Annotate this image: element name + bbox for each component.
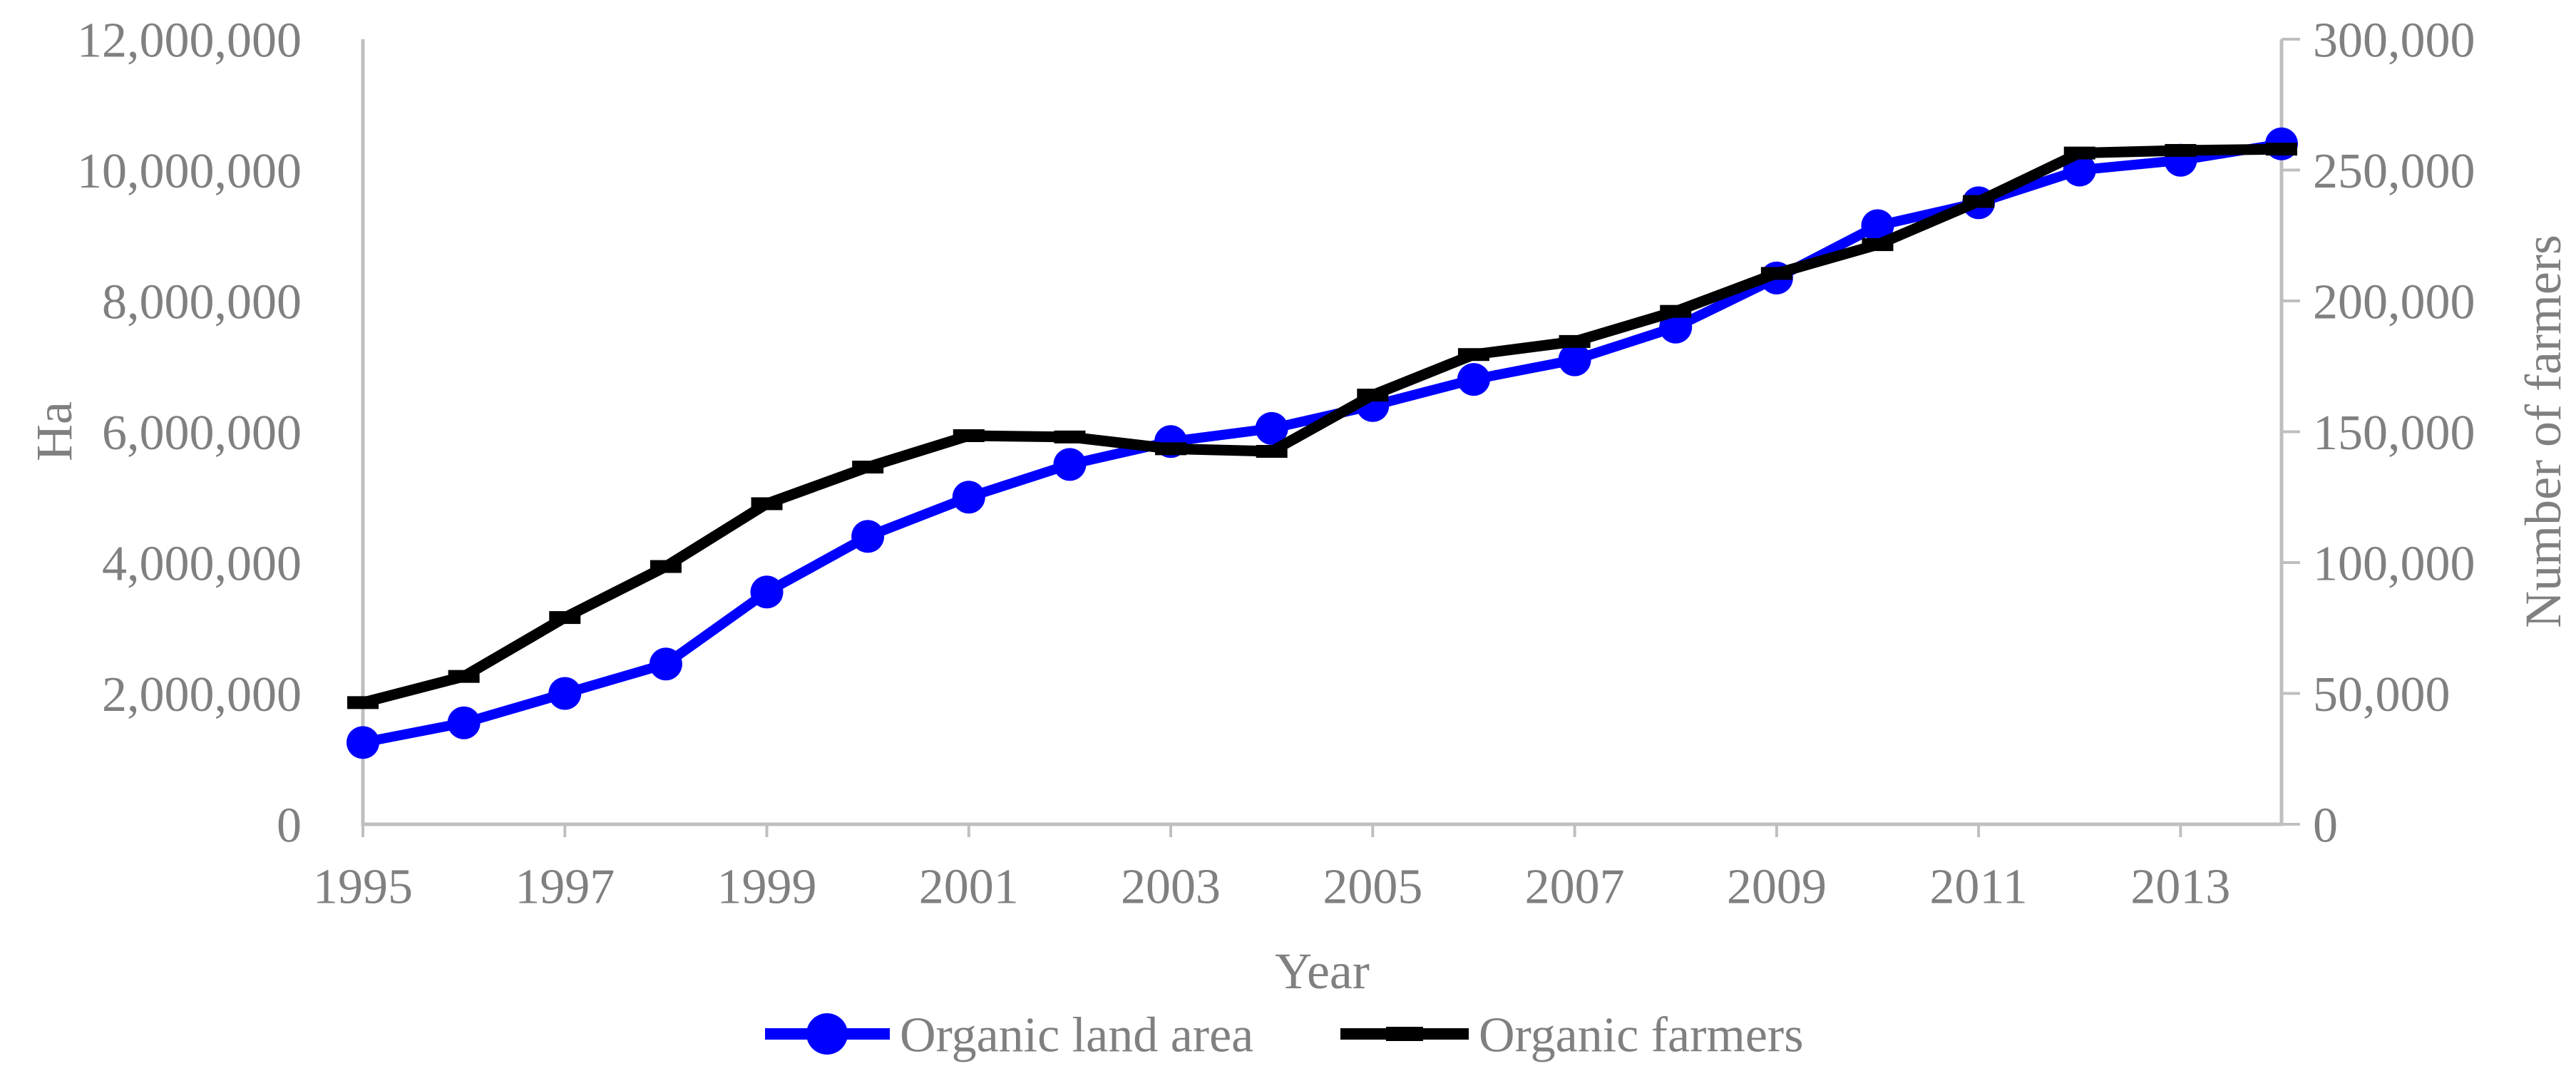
- data-point-organic-land-area: [447, 706, 481, 739]
- y-right-tick-label: 300,000: [2313, 14, 2475, 68]
- data-point-organic-farmers: [549, 611, 581, 625]
- y-right-axis-title: Number of farmers: [2515, 235, 2572, 628]
- data-point-organic-land-area: [548, 677, 582, 710]
- data-point-organic-farmers: [1963, 195, 1995, 208]
- data-point-organic-farmers: [1660, 304, 1692, 318]
- legend-marker-organic-farmers: [1386, 1027, 1423, 1041]
- y-left-tick-label: 4,000,000: [102, 537, 302, 592]
- y-left-tick-label: 6,000,000: [102, 406, 302, 461]
- x-tick-label: 2005: [1323, 860, 1422, 915]
- legend-marker-organic-land-area: [806, 1013, 848, 1055]
- y-left-tick-label: 10,000,000: [77, 144, 302, 199]
- y-left-tick-label: 8,000,000: [102, 275, 302, 330]
- x-tick-label: 2001: [919, 860, 1019, 915]
- data-point-organic-farmers: [1457, 348, 1489, 362]
- y-left-axis-title: Ha: [26, 401, 83, 461]
- y-left-tick-label: 12,000,000: [77, 14, 302, 68]
- data-point-organic-land-area: [750, 575, 784, 609]
- data-point-organic-land-area: [1053, 448, 1087, 481]
- data-point-organic-farmers: [2266, 143, 2297, 156]
- data-point-organic-farmers: [1155, 442, 1187, 456]
- x-tick-label: 1997: [515, 860, 615, 915]
- data-point-organic-land-area: [347, 726, 379, 759]
- data-point-organic-farmers: [1760, 267, 1792, 280]
- data-point-organic-land-area: [1255, 411, 1288, 445]
- x-tick-label: 2013: [2130, 860, 2230, 915]
- x-tick-label: 2009: [1727, 860, 1827, 915]
- data-point-organic-farmers: [852, 461, 884, 474]
- x-tick-label: 2007: [1525, 860, 1625, 915]
- data-point-organic-farmers: [1862, 238, 1894, 252]
- data-point-organic-farmers: [751, 497, 783, 511]
- y-left-tick-label: 2,000,000: [102, 667, 302, 722]
- data-point-organic-farmers: [347, 696, 379, 709]
- legend-label-organic-farmers: Organic farmers: [1479, 1008, 1803, 1063]
- data-point-organic-farmers: [1559, 334, 1591, 348]
- x-tick-label: 1995: [313, 860, 413, 915]
- data-point-organic-land-area: [851, 520, 885, 553]
- series-line-organic-land-area: [358, 138, 2287, 748]
- data-point-organic-farmers: [953, 429, 985, 443]
- data-point-organic-farmers: [1357, 389, 1389, 402]
- y-right-tick-label: 150,000: [2313, 406, 2475, 461]
- data-point-organic-land-area: [952, 481, 985, 514]
- data-point-organic-land-area: [1457, 363, 1490, 396]
- data-point-organic-farmers: [1256, 445, 1288, 458]
- y-right-tick-label: 200,000: [2313, 275, 2475, 330]
- data-point-organic-land-area: [649, 647, 682, 681]
- data-point-organic-land-area: [1861, 209, 1894, 242]
- x-tick-label: 2003: [1121, 860, 1221, 915]
- series-line-organic-farmers: [357, 143, 2287, 708]
- data-point-organic-farmers: [1054, 430, 1086, 444]
- y-left-tick-label: 0: [277, 799, 302, 854]
- y-right-tick-label: 100,000: [2313, 537, 2475, 592]
- data-point-organic-land-area: [1558, 343, 1591, 376]
- data-point-organic-farmers: [650, 560, 682, 573]
- y-right-tick-label: 50,000: [2313, 667, 2451, 722]
- y-right-tick-label: 250,000: [2313, 144, 2475, 199]
- data-point-organic-farmers: [2165, 143, 2197, 157]
- x-axis-title: Year: [1275, 943, 1370, 1000]
- data-point-organic-farmers: [448, 670, 480, 683]
- data-point-organic-farmers: [2063, 146, 2095, 160]
- legend-label-organic-land-area: Organic land area: [900, 1008, 1253, 1063]
- x-tick-label: 2011: [1929, 860, 2027, 915]
- x-tick-label: 1999: [717, 860, 817, 915]
- y-right-tick-label: 0: [2313, 799, 2338, 854]
